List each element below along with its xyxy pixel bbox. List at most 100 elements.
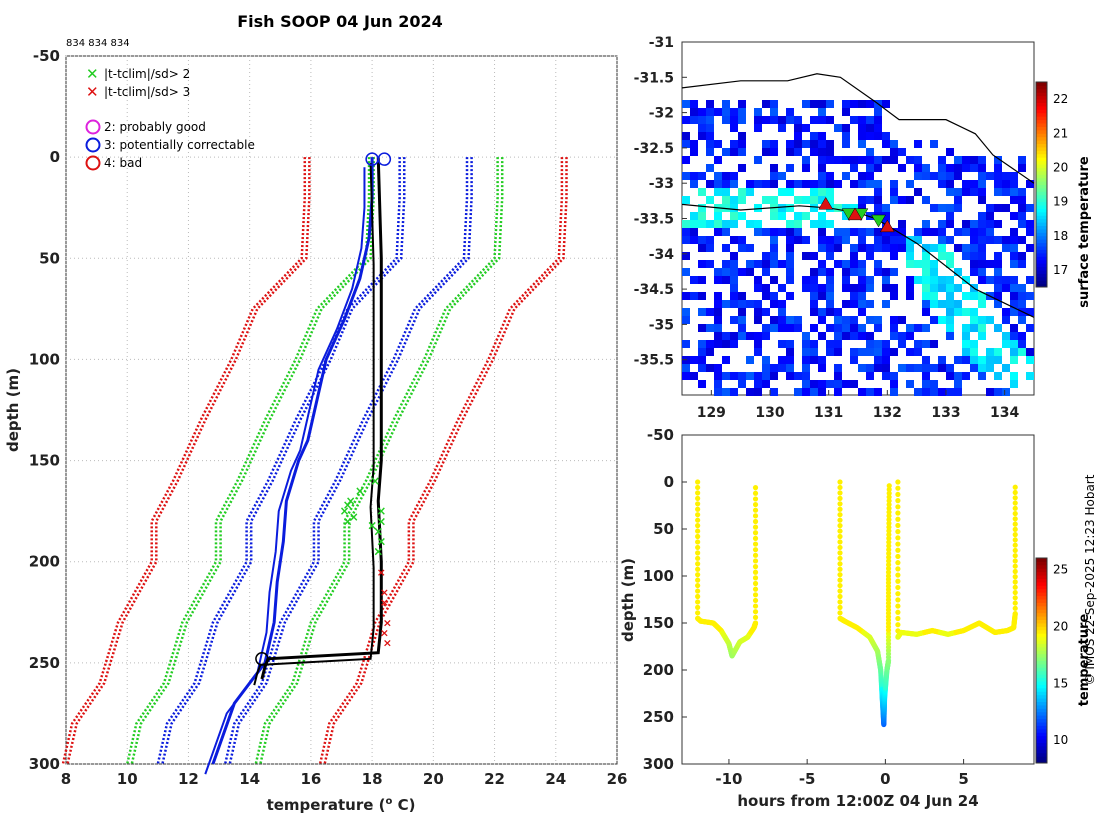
map-sst-cell — [986, 204, 994, 212]
map-sst-cell — [986, 356, 994, 364]
map-sst-cell — [994, 372, 1002, 380]
map-sst-cell — [962, 188, 970, 196]
timeseries-point — [895, 597, 901, 603]
map-sst-cell — [962, 156, 970, 164]
map-sst-cell — [994, 268, 1002, 276]
timeseries-xtick: -5 — [799, 770, 816, 788]
map-sst-cell — [770, 316, 778, 324]
map-sst-cell — [858, 236, 866, 244]
map-sst-cell — [1010, 340, 1018, 348]
map-sst-cell — [802, 348, 810, 356]
map-sst-cell — [746, 260, 754, 268]
map-sst-cell — [834, 124, 842, 132]
timeseries-colorbar-cell — [1036, 749, 1047, 754]
map-sst-cell — [762, 252, 770, 260]
timeseries-colorbar-cell — [1036, 585, 1047, 590]
profile-flag-red: × — [380, 586, 389, 599]
timeseries-point — [695, 517, 701, 523]
map-sst-cell — [762, 180, 770, 188]
map-sst-cell — [682, 340, 690, 348]
map-sst-cell — [994, 252, 1002, 260]
timeseries-colorbar-cell — [1036, 711, 1047, 716]
map-sst-cell — [690, 236, 698, 244]
map-sst-cell — [898, 236, 906, 244]
map-colorbar-cell — [1036, 140, 1047, 144]
map-sst-cell — [946, 372, 954, 380]
map-sst-cell — [778, 284, 786, 292]
map-sst-cell — [690, 292, 698, 300]
legend-flag4-label: 4: bad — [104, 156, 142, 170]
map-sst-cell — [1026, 308, 1034, 316]
profile-flag-green: × — [376, 504, 386, 518]
map-sst-cell — [970, 164, 978, 172]
map-colorbar-cell — [1036, 283, 1047, 288]
profile-xtick: 8 — [61, 770, 71, 788]
map-sst-cell — [730, 316, 738, 324]
map-xtick: 130 — [755, 405, 784, 421]
map-sst-cell — [690, 372, 698, 380]
map-colorbar-cell — [1036, 153, 1047, 158]
map-sst-cell — [786, 204, 794, 212]
map-sst-cell — [1018, 348, 1026, 356]
timeseries-point — [837, 512, 843, 518]
map-sst-cell — [714, 332, 722, 340]
timeseries-point — [895, 535, 901, 541]
map-sst-cell — [842, 324, 850, 332]
timeseries-point — [895, 584, 901, 591]
map-sst-cell — [866, 164, 874, 172]
map-sst-cell — [1002, 316, 1010, 324]
map-sst-cell — [770, 244, 778, 252]
map-sst-cell — [994, 220, 1002, 228]
map-sst-cell — [802, 100, 810, 108]
map-sst-cell — [802, 252, 810, 260]
profile-flag-green: × — [373, 545, 383, 559]
map-sst-cell — [1010, 172, 1018, 180]
map-sst-cell — [786, 372, 794, 380]
map-sst-cell — [738, 372, 746, 380]
map-sst-cell — [874, 356, 882, 364]
map-sst-cell — [714, 372, 722, 380]
map-ytick: -31.5 — [634, 70, 674, 86]
timeseries-point — [1012, 558, 1018, 564]
profile-flag-red: × — [383, 616, 392, 629]
timeseries-point — [695, 506, 701, 512]
map-sst-cell — [834, 180, 842, 188]
map-sst-cell — [890, 372, 898, 380]
map-colorbar-label: surface temperature — [1077, 156, 1092, 308]
map-colorbar-cell — [1036, 157, 1047, 162]
map-sst-cell — [714, 300, 722, 308]
map-sst-cell — [722, 116, 730, 124]
map-sst-cell — [706, 244, 714, 252]
map-sst-cell — [826, 244, 834, 252]
map-sst-cell — [786, 276, 794, 284]
map-sst-cell — [754, 388, 762, 396]
map-sst-cell — [834, 236, 842, 244]
map-sst-cell — [826, 100, 834, 108]
map-sst-cell — [786, 340, 794, 348]
map-sst-cell — [978, 300, 986, 308]
timeseries-point — [1012, 611, 1018, 617]
timeseries-point — [695, 572, 701, 578]
map-sst-cell — [714, 188, 722, 196]
profile-ticks: 8 10 12 14 16 18 20 22 24 26 -50 0 50 100 150 200 250 300 — [29, 47, 628, 788]
timeseries-point — [886, 562, 892, 568]
profile-black-line-b — [253, 163, 375, 686]
map-sst-cell — [818, 140, 826, 148]
map-sst-cell — [706, 348, 714, 356]
timeseries-point — [886, 524, 892, 530]
map-sst-cell — [730, 140, 738, 148]
timeseries-point — [1012, 568, 1018, 575]
map-sst-cell — [818, 164, 826, 172]
map-colorbar-cell — [1036, 228, 1047, 233]
map-sst-cell — [738, 268, 746, 276]
map-sst-cell — [898, 316, 906, 324]
timeseries-point — [895, 504, 901, 510]
map-sst-cell — [922, 252, 930, 260]
timeseries-point — [752, 507, 759, 513]
map-sst-cell — [762, 364, 770, 372]
map-sst-cell — [1026, 244, 1034, 252]
map-sst-cell — [722, 244, 730, 252]
timeseries-colorbar-cell — [1036, 752, 1047, 757]
timeseries-colorbar-cell — [1036, 735, 1047, 740]
map-colorbar-cell — [1036, 211, 1047, 216]
